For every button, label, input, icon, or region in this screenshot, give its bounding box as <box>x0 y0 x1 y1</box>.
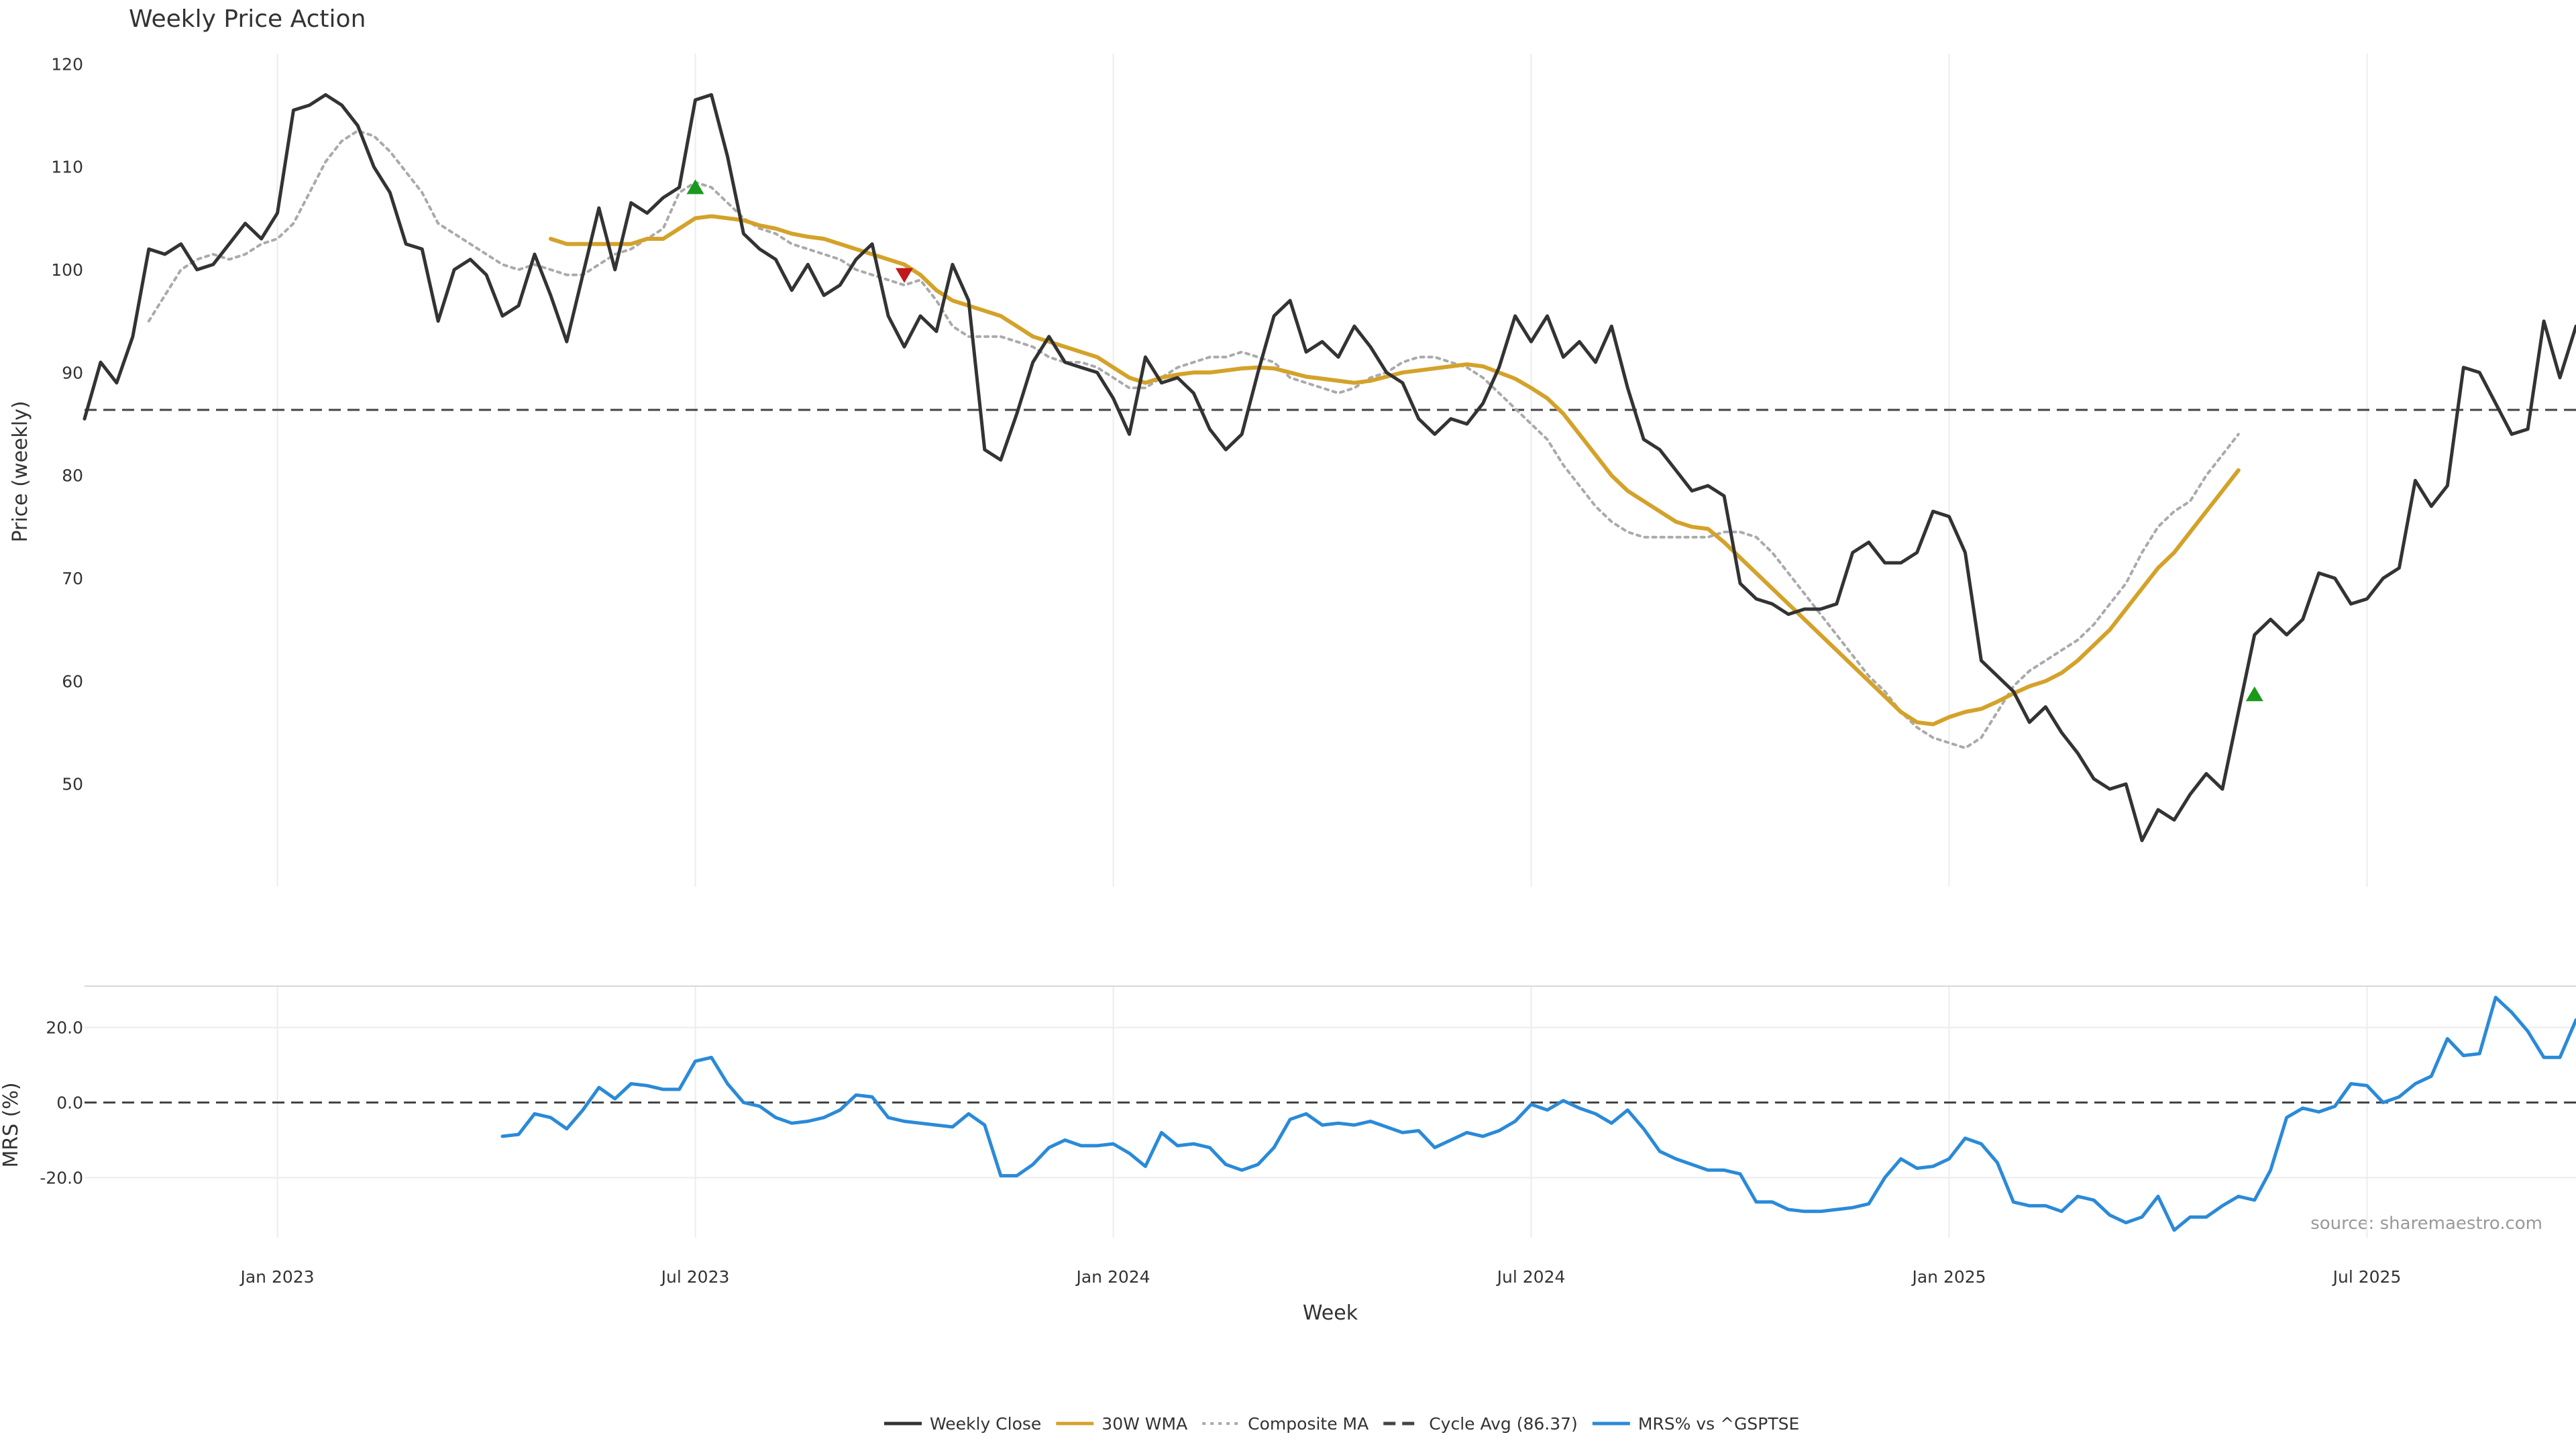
mrs-y-tick-label: 0.0 <box>56 1093 83 1113</box>
mrs-y-tick-label: -20.0 <box>40 1168 83 1187</box>
x-tick-label: Jul 2025 <box>2332 1267 2402 1287</box>
legend-item-composite: Composite MA <box>1202 1414 1368 1434</box>
mrs-panel: 20.0 0.0 -20.0 <box>40 996 2576 1232</box>
x-tick-label: Jan 2024 <box>1075 1267 1150 1287</box>
legend-item-close: Weekly Close <box>884 1414 1041 1434</box>
price-y-tick-label: 60 <box>62 672 83 691</box>
wma-30w-line <box>548 214 2241 727</box>
x-tick-label: Jan 2025 <box>1911 1267 1986 1287</box>
x-axis: Jan 2023 Jul 2023 Jan 2024 Jul 2024 Jan 2025… <box>239 1267 2401 1287</box>
legend-label: Weekly Close <box>930 1414 1041 1434</box>
price-panel: 50 60 70 80 90 100 110 120 <box>51 54 2576 843</box>
mrs-y-axis-title: MRS (%) <box>0 1082 23 1167</box>
mrs-line <box>500 996 2576 1232</box>
price-y-tick-label: 90 <box>62 363 83 382</box>
composite-ma-line <box>147 129 2240 749</box>
sell-signal-marker <box>896 268 914 283</box>
price-y-tick-label: 100 <box>51 260 83 280</box>
buy-signal-marker <box>2245 686 2263 702</box>
x-tick-label: Jul 2023 <box>660 1267 730 1287</box>
price-y-tick-label: 70 <box>62 569 83 588</box>
legend-item-cycle: Cycle Avg (86.37) <box>1383 1414 1578 1434</box>
price-y-tick-label: 110 <box>51 158 83 177</box>
legend-item-wma: 30W WMA <box>1056 1414 1187 1434</box>
legend: Weekly Close 30W WMA Composite MA Cycle Avg… <box>884 1414 1799 1434</box>
buy-signal-marker <box>686 179 704 195</box>
price-y-tick-label: 50 <box>62 775 83 794</box>
price-y-tick-label: 80 <box>62 466 83 486</box>
legend-label: Composite MA <box>1248 1414 1368 1434</box>
legend-label: 30W WMA <box>1102 1414 1187 1434</box>
mrs-y-tick-label: 20.0 <box>46 1018 83 1038</box>
x-axis-title: Week <box>1303 1301 1358 1325</box>
source-label: source: sharemaestro.com <box>2310 1214 2542 1234</box>
x-tick-label: Jul 2024 <box>1496 1267 1566 1287</box>
price-y-axis-title: Price (weekly) <box>9 400 32 542</box>
legend-label: MRS% vs ^GSPTSE <box>1638 1414 1799 1434</box>
legend-label: Cycle Avg (86.37) <box>1429 1414 1578 1434</box>
weekly-close-line <box>83 93 2576 843</box>
x-tick-label: Jan 2023 <box>239 1267 314 1287</box>
chart-title: Weekly Price Action <box>129 5 366 33</box>
grid-lines <box>85 54 2576 1238</box>
price-y-tick-label: 120 <box>51 54 83 74</box>
legend-item-mrs: MRS% vs ^GSPTSE <box>1592 1414 1799 1434</box>
